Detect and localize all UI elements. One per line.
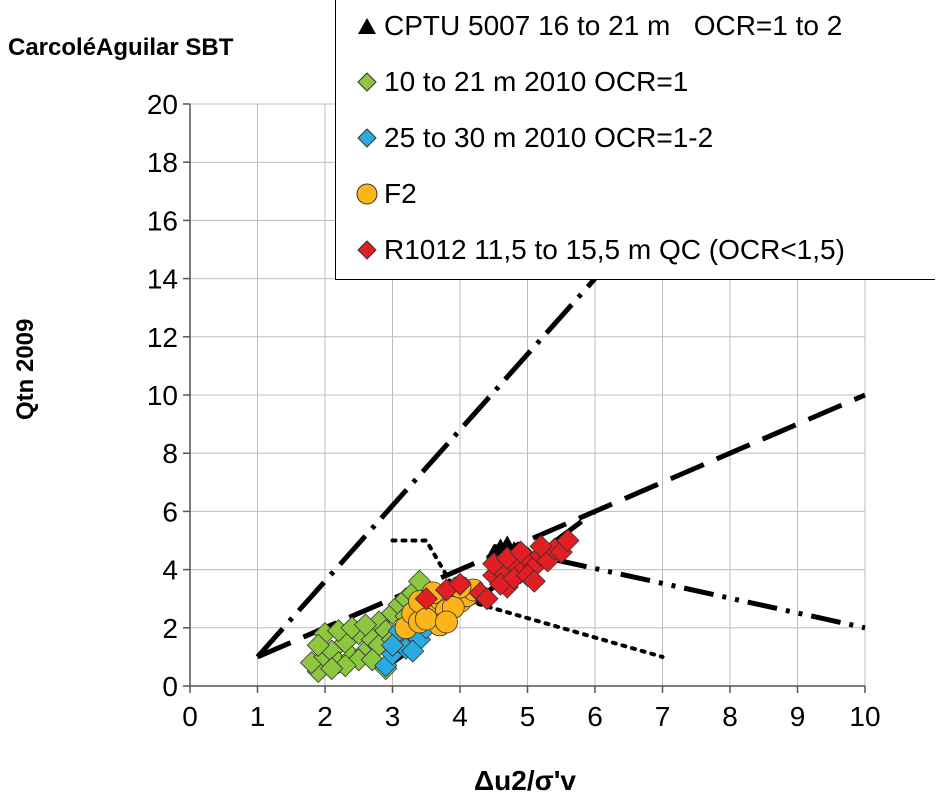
y-tick-label: 0 (162, 671, 178, 702)
y-tick-label: 20 (147, 89, 178, 120)
y-tick-label: 16 (147, 205, 178, 236)
y-tick-label: 18 (147, 147, 178, 178)
data-point (380, 633, 405, 657)
data-point (401, 639, 425, 663)
data-point (529, 534, 553, 558)
legend: CPTU 5007 16 to 21 m OCR=1 to 2 10 to 21… (335, 0, 935, 280)
x-tick-label: 0 (182, 701, 198, 732)
data-point (448, 572, 472, 596)
data-point (435, 610, 458, 634)
triangle-marker-icon (354, 13, 380, 39)
legend-label: R1012 11,5 to 15,5 m QC (OCR<1,5) (384, 234, 845, 265)
x-tick-label: 8 (722, 701, 738, 732)
x-tick-label: 9 (790, 701, 806, 732)
reference-line (256, 392, 866, 660)
data-points (299, 528, 580, 684)
y-tick-label: 10 (147, 380, 178, 411)
data-point (320, 656, 344, 681)
axes (183, 103, 866, 693)
diamond-marker-icon (354, 125, 380, 151)
y-tick-label: 4 (162, 555, 178, 586)
y-axis-label: Qtn 2009 (12, 318, 39, 420)
diamond-marker-icon (354, 69, 380, 95)
x-tick-label: 6 (587, 701, 603, 732)
y-tick-label: 14 (147, 264, 178, 295)
diamond-marker-icon (354, 237, 380, 263)
x-tick-label: 4 (452, 701, 468, 732)
legend-item-2: 25 to 30 m 2010 OCR=1-2 (354, 122, 713, 154)
y-tick-label: 2 (162, 613, 178, 644)
legend-label: 10 to 21 m 2010 OCR=1 (384, 66, 689, 97)
x-tick-label: 3 (385, 701, 401, 732)
y-tick-label: 12 (147, 322, 178, 353)
data-point (522, 569, 546, 593)
series-4 (414, 528, 580, 611)
x-tick-label: 1 (250, 701, 266, 732)
y-tick-label: 8 (162, 438, 178, 469)
x-axis-label: Δu2/σ'v (474, 765, 576, 796)
y-tick-label: 6 (162, 496, 178, 527)
legend-label: F2 (384, 178, 417, 209)
legend-item-4: R1012 11,5 to 15,5 m QC (OCR<1,5) (354, 234, 845, 266)
chart-title: CarcoléAguilar SBT (8, 34, 234, 61)
x-tick-label: 7 (655, 701, 671, 732)
legend-item-1: 10 to 21 m 2010 OCR=1 (354, 66, 688, 98)
data-point (509, 540, 533, 564)
data-point (353, 613, 378, 637)
x-tick-label: 5 (520, 701, 536, 732)
reference-lines (255, 276, 866, 665)
data-point (414, 607, 438, 631)
legend-item-0: CPTU 5007 16 to 21 m OCR=1 to 2 (354, 10, 842, 42)
x-tick-label: 2 (317, 701, 333, 732)
data-point (556, 528, 580, 553)
circle-marker-icon (354, 181, 380, 207)
data-point (475, 587, 499, 611)
data-point (414, 587, 438, 611)
legend-item-3: F2 (354, 178, 417, 210)
data-point (306, 633, 330, 657)
legend-label: CPTU 5007 16 to 21 m OCR=1 to 2 (384, 10, 843, 41)
legend-label: 25 to 30 m 2010 OCR=1-2 (384, 122, 714, 153)
x-tick-label: 10 (849, 701, 880, 732)
reference-line (255, 276, 597, 659)
